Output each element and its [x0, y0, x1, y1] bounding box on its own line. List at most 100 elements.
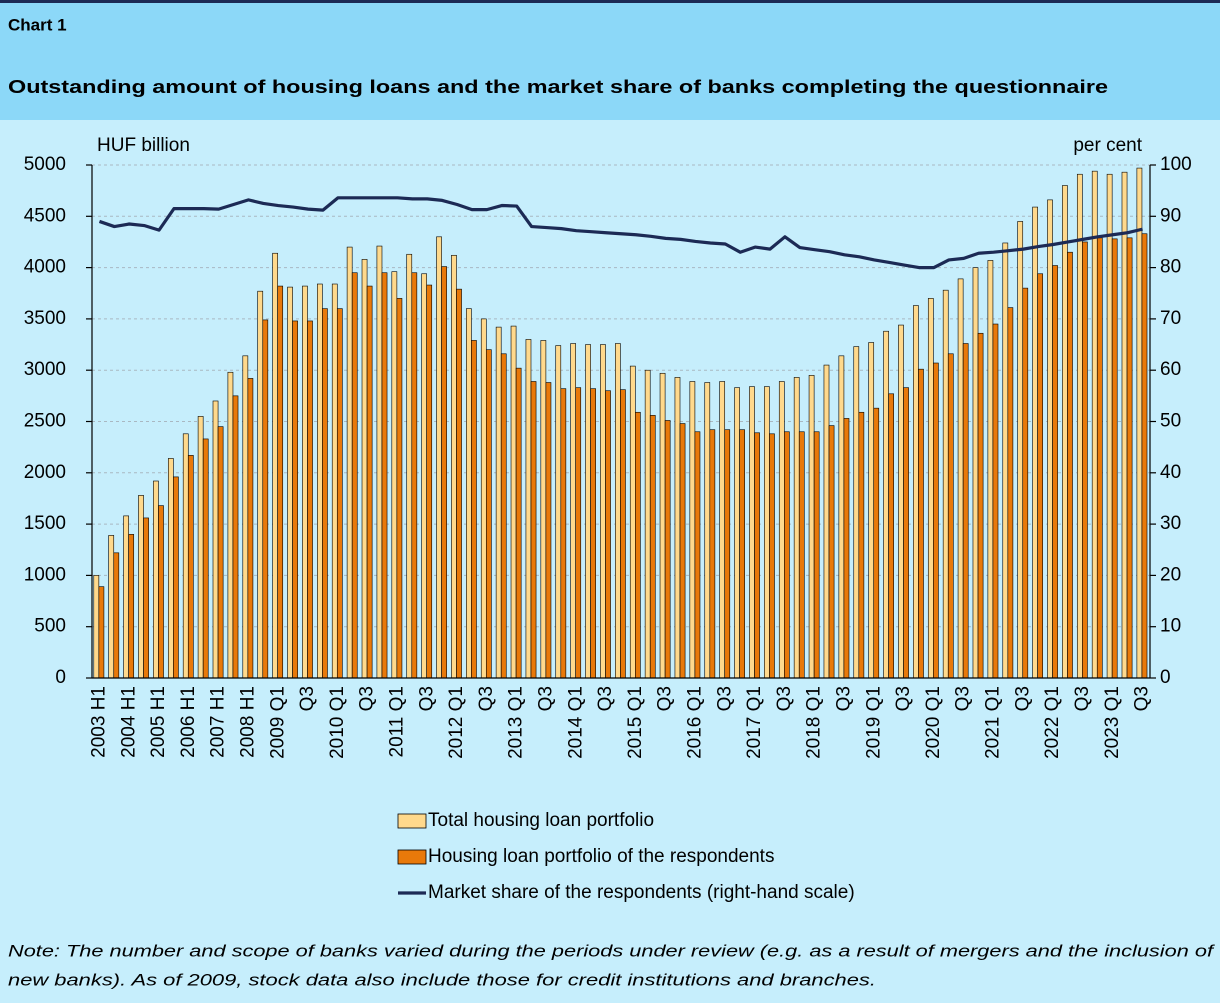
- x-tick-label: Q3: [536, 686, 557, 711]
- x-tick-label: Q3: [893, 686, 914, 711]
- x-tick-label: Q3: [1012, 686, 1033, 711]
- y-axis-label: HUF billion: [97, 135, 190, 156]
- note: new banks). As of 2009, stock data also …: [8, 970, 876, 989]
- bar: [351, 272, 358, 679]
- bar: [366, 285, 373, 679]
- bar: [525, 339, 532, 679]
- legend-label: Total housing loan portfolio: [428, 810, 654, 831]
- bar: [197, 416, 204, 679]
- bar: [972, 267, 979, 679]
- x-tick-label: Q3: [476, 686, 497, 711]
- bar: [1002, 242, 1009, 679]
- bar: [913, 305, 919, 679]
- bar: [93, 575, 100, 679]
- bar: [1126, 237, 1133, 679]
- bar: [585, 344, 591, 679]
- bar: [426, 284, 433, 679]
- bar: [903, 387, 909, 679]
- x-tick-label: 2013 Q1: [506, 686, 527, 759]
- y2-tick-label: 30: [1160, 513, 1181, 534]
- bar: [570, 343, 576, 679]
- bar: [322, 308, 328, 679]
- bar: [346, 246, 353, 679]
- bar: [620, 389, 626, 679]
- x-tick-label: 2003 H1: [88, 686, 109, 758]
- y2-tick-label: 0: [1160, 667, 1171, 688]
- x-tick-label: 2007 H1: [208, 686, 229, 758]
- y2-tick-label: 70: [1160, 308, 1181, 329]
- bar: [217, 426, 224, 679]
- bar: [674, 377, 681, 679]
- bar: [704, 382, 711, 679]
- x-tick-label: Q3: [595, 686, 616, 711]
- bar: [769, 433, 775, 679]
- x-tick-label: 2005 H1: [148, 686, 169, 758]
- bar: [888, 393, 894, 679]
- y-tick-label: 2000: [24, 462, 66, 483]
- x-tick-label: Q3: [834, 686, 855, 711]
- bar: [485, 349, 492, 679]
- bar: [317, 283, 323, 679]
- bar: [575, 387, 582, 679]
- bar: [987, 260, 994, 679]
- bar: [1141, 233, 1148, 679]
- bar: [1121, 171, 1128, 679]
- bar: [138, 495, 144, 679]
- x-tick-label: Q3: [416, 686, 437, 711]
- x-tick-label: 2004 H1: [118, 686, 139, 758]
- bar: [456, 288, 462, 679]
- bar: [883, 330, 889, 679]
- y-tick-label: 3000: [24, 359, 66, 380]
- y2-tick-label: 100: [1160, 154, 1192, 175]
- bar: [202, 438, 209, 679]
- bar: [510, 325, 517, 679]
- bar: [784, 431, 790, 679]
- bar: [749, 386, 755, 679]
- bar: [391, 271, 398, 679]
- bar: [361, 259, 368, 679]
- bar: [336, 308, 343, 679]
- bar: [227, 371, 234, 679]
- bar: [629, 365, 636, 679]
- bar: [1017, 221, 1024, 679]
- bar: [292, 320, 298, 679]
- y-tick-label: 2500: [24, 411, 66, 432]
- x-tick-label: 2023 Q1: [1102, 686, 1123, 759]
- bar: [793, 377, 800, 679]
- bar: [605, 390, 611, 679]
- bar: [158, 505, 164, 679]
- bar: [262, 319, 269, 679]
- legend-label: Market share of the respondents (right-h…: [428, 882, 855, 903]
- y-tick-label: 4500: [24, 205, 66, 226]
- x-tick-label: 2021 Q1: [983, 686, 1004, 759]
- bar: [466, 308, 472, 679]
- bar: [1111, 238, 1118, 679]
- bar: [659, 372, 666, 679]
- bar: [778, 381, 785, 679]
- bar: [719, 381, 726, 679]
- bar: [873, 407, 880, 679]
- bar: [828, 425, 835, 679]
- bar: [247, 378, 254, 679]
- header-rule: [0, 0, 1220, 3]
- bar: [1032, 206, 1038, 679]
- bar: [302, 285, 308, 679]
- bar: [734, 387, 740, 679]
- bar: [480, 318, 487, 679]
- bar: [977, 332, 984, 679]
- bar: [540, 340, 547, 679]
- bar: [451, 254, 457, 679]
- bar: [858, 411, 865, 679]
- y2-tick-label: 40: [1160, 462, 1181, 483]
- bar: [590, 388, 596, 679]
- x-tick-label: 2018 Q1: [804, 686, 825, 759]
- bar: [411, 272, 418, 679]
- x-tick-label: 2009 Q1: [267, 686, 288, 759]
- bar: [679, 423, 686, 679]
- x-tick-label: 2015 Q1: [625, 686, 646, 759]
- x-tick-label: Q3: [714, 686, 735, 711]
- bar: [898, 324, 904, 679]
- bar: [545, 382, 552, 679]
- bar: [1022, 287, 1029, 679]
- bar: [635, 411, 641, 679]
